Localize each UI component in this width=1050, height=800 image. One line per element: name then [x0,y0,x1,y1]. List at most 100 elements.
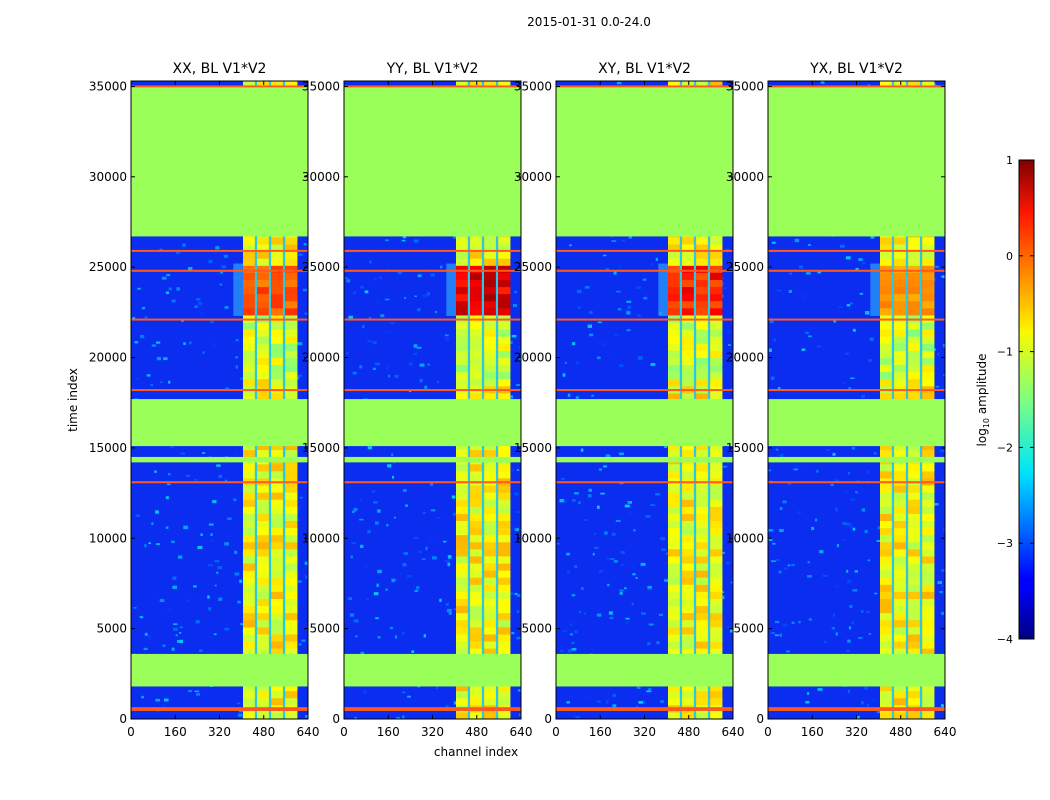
bright-cell [894,633,907,642]
bright-cell [271,265,284,273]
flag-line [768,85,945,88]
noise-cell [448,612,452,615]
bright-cell [894,697,907,706]
bright-cell [271,598,284,607]
bright-cell [894,300,907,309]
noise-cell [375,617,379,620]
noise-cell [578,501,581,505]
bright-cell [484,513,497,522]
bright-cell [243,591,256,599]
bright-cell [668,463,681,472]
y-tick-label: 20000 [514,351,552,365]
bright-cell [285,641,298,649]
noise-cell [556,542,560,545]
bright-cell [908,527,921,536]
noise-cell [805,700,810,704]
x-tick-label: 0 [127,725,135,739]
bright-cell [456,534,469,543]
bright-cell [682,577,695,585]
noise-cell [850,498,856,502]
noise-cell [631,602,634,606]
bright-cell [456,470,469,479]
bright-cell [470,272,483,280]
bright-cell [696,690,709,699]
bright-cell [696,555,709,564]
noise-cell [386,366,390,370]
flag-line [556,708,733,711]
bright-cell [696,485,709,493]
noise-cell [387,485,392,487]
bright-cell [456,570,469,578]
noise-cell [816,345,822,348]
noise-cell [346,352,349,355]
noise-cell [805,272,811,275]
bright-cell [484,534,497,543]
noise-cell [600,492,605,495]
bright-cell [257,371,270,380]
bright-cell [470,378,483,387]
bright-cell [908,626,921,635]
noise-cell [516,610,520,613]
bright-cell [682,286,695,295]
bright-cell [285,513,298,522]
bright-cell [922,307,935,316]
noise-cell [615,519,621,522]
bright-cell [682,442,695,451]
bright-cell [668,378,681,387]
noise-cell [516,469,520,471]
noise-cell [566,701,570,704]
bright-cell [456,293,469,302]
noise-cell [628,236,633,239]
bright-cell [470,265,483,273]
bright-cell [894,378,907,387]
flag-line [768,708,945,711]
noise-cell [613,353,616,356]
flag-line [344,318,521,321]
bright-cell [710,463,723,472]
bright-cell [908,357,921,366]
noise-cell [842,539,846,541]
noise-cell [161,704,166,708]
bright-cell [696,357,709,366]
noise-cell [298,580,302,583]
bright-cell [243,307,256,316]
x-tick-label: 160 [801,725,824,739]
panel-title: XX, BL V1*V2 [173,61,267,77]
noise-cell [571,647,577,651]
bright-cell [484,286,497,295]
noise-cell [155,543,160,545]
noise-cell [518,345,521,349]
bright-cell [484,371,497,380]
noise-cell [841,382,846,384]
noise-cell [367,530,371,534]
x-tick-label: 480 [889,725,912,739]
bright-cell [257,697,270,706]
noise-cell [167,472,171,476]
bright-cell [285,619,298,628]
noise-cell [194,305,198,308]
bright-cell [922,322,935,330]
noise-cell [583,612,587,615]
bright-cell [696,492,709,500]
bright-cell [243,463,256,472]
flagged-block [131,456,308,463]
noise-cell [830,483,834,487]
bright-cell [682,548,695,557]
noise-cell [563,500,567,503]
bright-cell [257,534,270,543]
colorbar: 10−1−2−3−4 log10 amplitude [975,154,1035,646]
bright-cell [922,563,935,571]
noise-cell [815,518,818,522]
bright-cell [682,641,695,649]
bright-cell [456,279,469,288]
flagged-block [131,86,308,237]
noise-cell [616,81,622,85]
bright-cell [470,683,483,692]
noise-cell [212,500,217,504]
x-tick-label: 0 [340,725,348,739]
bright-cell [880,485,893,493]
bright-cell [456,598,469,607]
bright-cell [257,251,270,259]
bright-cell [880,307,893,316]
noise-cell [588,488,592,492]
